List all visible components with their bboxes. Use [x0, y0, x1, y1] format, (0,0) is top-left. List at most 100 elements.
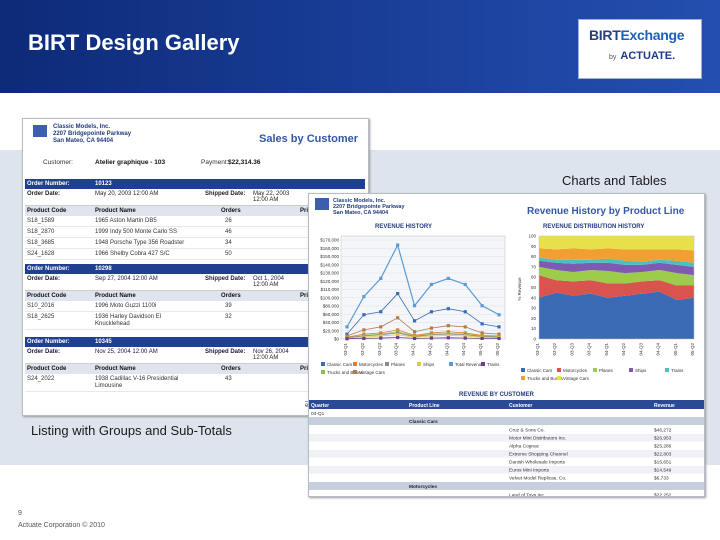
- area-series: [539, 266, 694, 286]
- data-point: [446, 307, 450, 311]
- x-tick-label: 05-Q2: [495, 343, 500, 356]
- revenue-cell: $14,549: [654, 468, 672, 474]
- data-point: [429, 336, 434, 340]
- y-tick-label: $40,000: [323, 320, 340, 325]
- shipped-date-value: May 22, 2003: [253, 191, 290, 197]
- data-point: [480, 322, 484, 326]
- table-row: [309, 426, 704, 434]
- legend-label: Planes: [391, 362, 406, 367]
- shipped-date-label: Shipped Date:: [205, 349, 246, 355]
- product-name-cont: Limousine: [95, 383, 123, 389]
- data-point: [446, 324, 450, 328]
- order-qty: 50: [225, 251, 232, 257]
- legend-label: Motorcycles: [359, 362, 384, 367]
- legend-swatch: [353, 370, 357, 374]
- order-qty: 32: [225, 314, 232, 320]
- data-point: [412, 330, 417, 334]
- data-point: [446, 276, 450, 281]
- revenue-table-title: REVENUE BY CUSTOMER: [459, 392, 534, 398]
- y-tick-label: $120,000: [320, 279, 339, 284]
- data-point: [429, 282, 434, 287]
- pct-tick-label: 70: [531, 264, 537, 269]
- report-title: Revenue History by Product Line: [527, 206, 685, 217]
- copyright: Actuate Corporation © 2010: [18, 522, 105, 529]
- legend-swatch: [321, 370, 325, 374]
- data-point: [345, 325, 349, 329]
- data-point: [480, 304, 484, 308]
- product-code: S18_1589: [27, 218, 55, 224]
- legend-swatch: [593, 368, 597, 372]
- shipped-time-value: 12:00 AM: [253, 282, 279, 288]
- shipped-date-value: Nov 26, 2004: [253, 349, 289, 355]
- pct-tick-label: 80: [531, 254, 537, 259]
- group-row: [309, 417, 704, 425]
- slide-header: BIRT Design Gallery BIRTExchange by ACTUA…: [0, 0, 720, 93]
- x-tick-label: 04-Q3: [444, 343, 449, 356]
- data-point: [497, 332, 501, 336]
- data-point: [396, 243, 400, 247]
- legend-label: Motorcycles: [563, 368, 588, 373]
- col-orders: Orders: [221, 366, 241, 372]
- order-date-row: Order Date: Sep 27, 2004 12:00 AM Shipped …: [25, 274, 365, 291]
- y-tick-label: $60,000: [323, 312, 340, 317]
- customer-cell: Extreme Shopping Channel: [509, 452, 568, 458]
- order-number-label: Order Number:: [27, 339, 70, 345]
- table-row: [309, 442, 704, 450]
- x-tick-label: 04-Q4: [461, 343, 466, 356]
- series-line: [346, 337, 500, 340]
- slide-title: BIRT Design Gallery: [28, 30, 240, 55]
- shipped-date-value: Oct 1, 2004: [253, 276, 285, 282]
- data-point: [379, 336, 383, 340]
- data-point: [497, 336, 501, 341]
- order-date-value: Sep 27, 2004 12:00 AM: [95, 276, 158, 282]
- legend-swatch: [521, 368, 525, 372]
- birt-exchange-logo: BIRTExchange by ACTUATE.: [578, 19, 702, 79]
- x-tick-label: 04-Q2: [621, 343, 626, 356]
- address-line: Classic Models, Inc.: [333, 198, 386, 204]
- order-qty: 26: [225, 218, 232, 224]
- company-address: Classic Models, Inc. 2207 Bridgepointe P…: [53, 124, 131, 145]
- product-name: 1965 Aston Martin DB5: [95, 218, 157, 224]
- pct-tick-label: 40: [531, 295, 537, 300]
- customer-cell: Euros Mini Imports: [509, 468, 550, 474]
- table-header-cell: Product Line: [409, 403, 440, 409]
- pct-tick-label: 0: [533, 337, 536, 342]
- order-number-row: Order Number: 10123: [25, 179, 365, 189]
- x-tick-label: 04-Q3: [638, 343, 643, 356]
- order-group: Order Number: 10123 Order Date: May 20, 200…: [25, 179, 365, 260]
- x-tick-label: 05-Q2: [690, 343, 695, 356]
- table-header-cell: Quarter: [311, 403, 329, 409]
- legend-label: Trucks and Buses: [527, 376, 564, 381]
- data-point: [396, 316, 400, 320]
- x-tick-label: 04-Q1: [604, 343, 609, 356]
- series-line: [346, 329, 500, 338]
- order-date-value: May 20, 2003 12:00 AM: [95, 191, 159, 197]
- data-point: [446, 333, 450, 337]
- data-point: [446, 330, 450, 334]
- revenue-cell: $25,286: [654, 444, 672, 450]
- data-point: [497, 325, 501, 329]
- x-tick-label: 03-Q4: [394, 343, 399, 356]
- logo-by: by: [609, 54, 617, 61]
- x-tick-label: 04-Q4: [656, 343, 661, 356]
- data-point: [362, 336, 366, 340]
- legend-swatch: [557, 368, 561, 372]
- shipped-date-label: Shipped Date:: [205, 191, 246, 197]
- address-line: San Mateo, CA 94404: [53, 138, 114, 144]
- data-point: [480, 336, 484, 340]
- series-line: [346, 334, 500, 339]
- company-logo-icon: [33, 125, 47, 137]
- table-row: [309, 434, 704, 442]
- pct-axis-label: % Revenue: [517, 277, 522, 301]
- product-code: S18_2870: [27, 229, 55, 235]
- order-qty: 39: [225, 303, 232, 309]
- customer-cell: Alpha Cognac: [509, 444, 540, 450]
- data-point: [412, 304, 417, 308]
- x-tick-label: 03-Q3: [377, 343, 382, 356]
- col-orders: Orders: [221, 208, 241, 214]
- product-name: 1966 Shelby Cobra 427 S/C: [95, 251, 170, 257]
- data-point: [463, 336, 467, 340]
- data-point: [480, 331, 484, 335]
- legend-label: Trains: [671, 368, 684, 373]
- col-product-name: Product Name: [95, 293, 136, 299]
